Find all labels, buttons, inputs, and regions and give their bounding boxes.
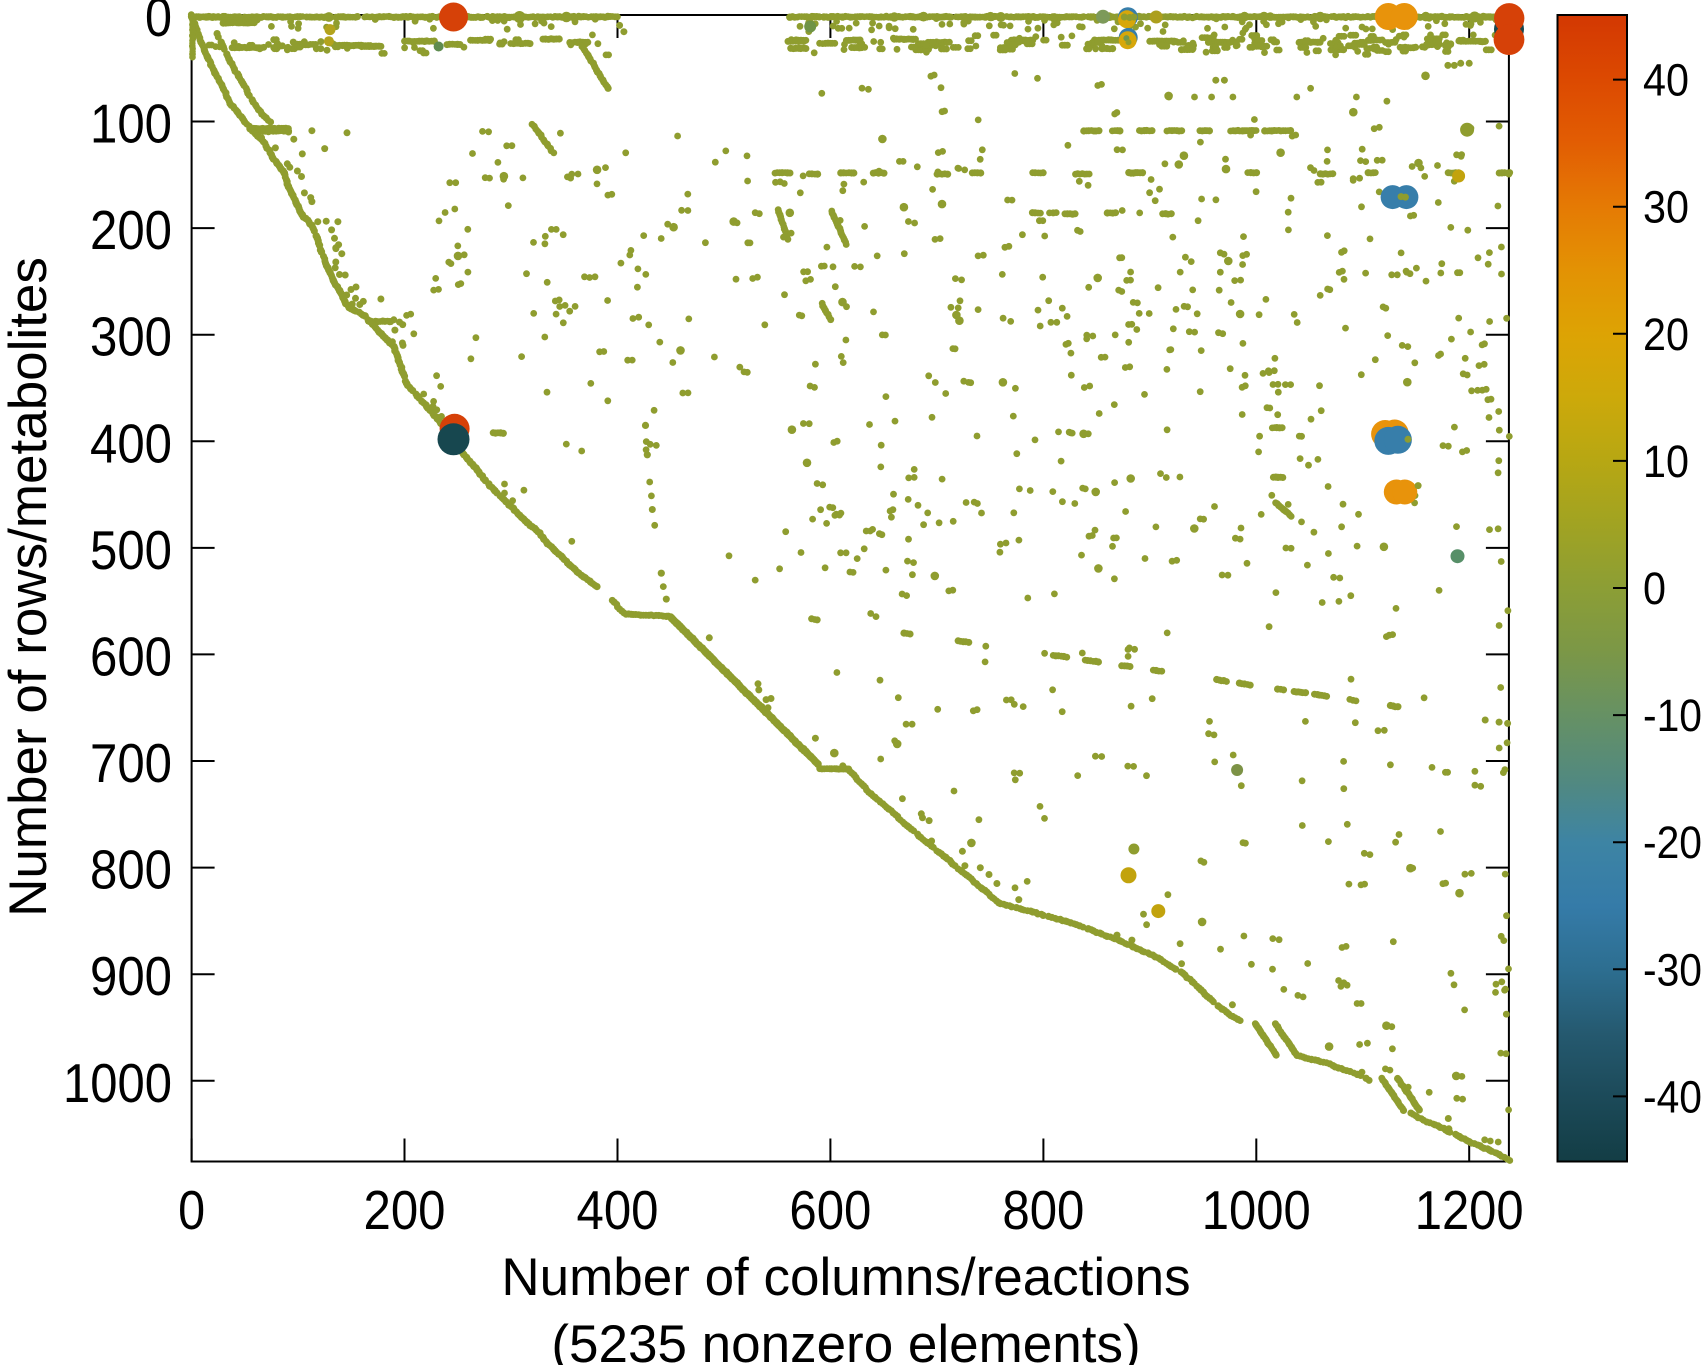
svg-text:0: 0 — [178, 1179, 205, 1241]
svg-text:-30: -30 — [1643, 944, 1702, 995]
svg-text:400: 400 — [90, 412, 172, 474]
svg-text:10: 10 — [1643, 436, 1689, 487]
svg-text:1200: 1200 — [1415, 1179, 1524, 1241]
svg-text:30: 30 — [1643, 182, 1689, 233]
svg-text:40: 40 — [1643, 55, 1689, 106]
svg-text:20: 20 — [1643, 309, 1689, 360]
svg-text:800: 800 — [90, 839, 172, 901]
svg-text:600: 600 — [789, 1179, 871, 1241]
svg-text:-10: -10 — [1643, 690, 1702, 741]
svg-text:-20: -20 — [1643, 817, 1702, 868]
svg-text:200: 200 — [364, 1179, 446, 1241]
svg-text:0: 0 — [145, 0, 172, 48]
svg-text:200: 200 — [90, 199, 172, 261]
svg-text:800: 800 — [1002, 1179, 1084, 1241]
svg-text:Number of columns/reactions: Number of columns/reactions — [501, 1248, 1190, 1307]
svg-text:100: 100 — [90, 93, 172, 155]
svg-text:-40: -40 — [1643, 1071, 1702, 1122]
svg-text:(5235 nonzero elements): (5235 nonzero elements) — [551, 1315, 1140, 1365]
svg-text:900: 900 — [90, 945, 172, 1007]
svg-text:Number of rows/metabolites: Number of rows/metabolites — [0, 257, 58, 917]
svg-text:400: 400 — [577, 1179, 659, 1241]
svg-text:0: 0 — [1643, 563, 1666, 614]
svg-text:1000: 1000 — [1202, 1179, 1311, 1241]
svg-text:600: 600 — [90, 625, 172, 687]
svg-text:300: 300 — [90, 306, 172, 368]
svg-text:700: 700 — [90, 732, 172, 794]
svg-text:1000: 1000 — [63, 1052, 172, 1114]
svg-text:500: 500 — [90, 519, 172, 581]
